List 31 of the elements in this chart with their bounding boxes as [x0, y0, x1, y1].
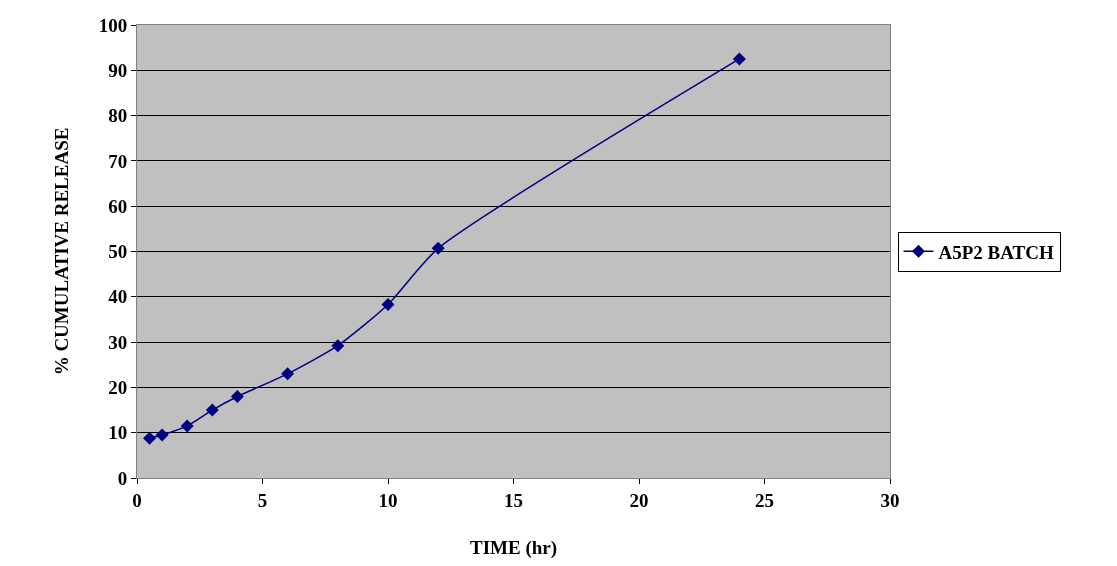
point: [180, 419, 194, 433]
y-tick-label: 60: [108, 195, 128, 217]
legend-label: A5P2 BATCH: [938, 241, 1054, 263]
x-tick-label: 5: [257, 489, 268, 511]
y-tick-label: 20: [108, 377, 128, 399]
x-tick-label: 10: [378, 489, 398, 511]
y-tick-label: 10: [108, 422, 128, 444]
point: [205, 403, 219, 417]
x-axis-title: TIME (hr): [469, 536, 558, 559]
x-tick-label: 20: [629, 489, 649, 511]
y-tick-label: 80: [108, 105, 128, 127]
point: [155, 428, 169, 442]
y-tick-label: 0: [117, 467, 128, 489]
point: [381, 298, 395, 311]
y-tick-label: 30: [108, 331, 128, 353]
y-axis-title: % CUMULATIVE RELEASE: [50, 127, 72, 376]
y-tick-label: 50: [108, 241, 128, 263]
point: [431, 241, 445, 255]
point: [732, 52, 746, 66]
y-tick-label: 70: [108, 150, 128, 172]
point: [143, 431, 157, 445]
x-tick-label: 25: [755, 489, 774, 511]
point: [281, 367, 295, 381]
x-tick-label: 30: [880, 489, 900, 511]
y-tick-label: 100: [98, 14, 128, 36]
x-tick-label: 15: [504, 489, 523, 511]
y-tick-label: 40: [108, 286, 128, 308]
point: [230, 389, 244, 403]
point: [331, 339, 345, 353]
x-tick-label: 0: [132, 489, 142, 511]
y-tick-label: 90: [108, 59, 128, 81]
